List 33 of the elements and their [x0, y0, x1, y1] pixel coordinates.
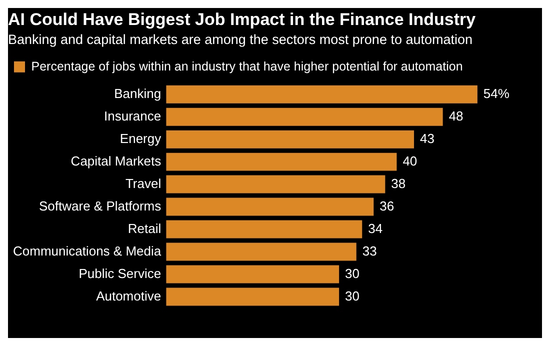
chart-title: AI Could Have Biggest Job Impact in the Finance Industry: [8, 10, 476, 29]
data-label: 30: [345, 288, 360, 304]
bar: [166, 242, 356, 261]
data-label: 40: [402, 153, 418, 168]
bar: [166, 265, 340, 284]
bar: [166, 108, 443, 126]
y-tick-label: Banking: [114, 86, 162, 101]
bar: [166, 152, 397, 171]
y-tick-label: Insurance: [104, 108, 162, 124]
data-label: 38: [391, 176, 406, 191]
data-label: 33: [362, 243, 377, 258]
bar: [166, 220, 362, 238]
bar: [166, 175, 386, 194]
legend-label: Percentage of jobs within an industry that have higher potential for automation: [31, 59, 463, 74]
data-label: 43: [420, 130, 434, 146]
y-tick-label: Software & Platforms: [39, 198, 162, 214]
y-tick-label: Travel: [125, 176, 162, 191]
y-tick-label: Capital Markets: [70, 153, 162, 168]
chart-subtitle: Banking and capital markets are among the sectors most prone to automation: [8, 32, 473, 48]
data-label: 54%: [483, 86, 510, 101]
y-tick-label: Retail: [128, 220, 162, 236]
data-label: 30: [345, 266, 360, 281]
bar: [166, 85, 478, 104]
data-label: 36: [380, 198, 394, 214]
y-tick-label: Communications & Media: [12, 243, 162, 258]
y-tick-label: Public Service: [78, 266, 162, 281]
data-label: 34: [368, 220, 383, 236]
bar: [166, 288, 340, 306]
bar: [166, 198, 374, 216]
y-tick-label: Automotive: [96, 288, 162, 304]
data-label: 48: [448, 108, 464, 124]
y-tick-label: Energy: [120, 130, 162, 146]
bar: [166, 130, 414, 148]
